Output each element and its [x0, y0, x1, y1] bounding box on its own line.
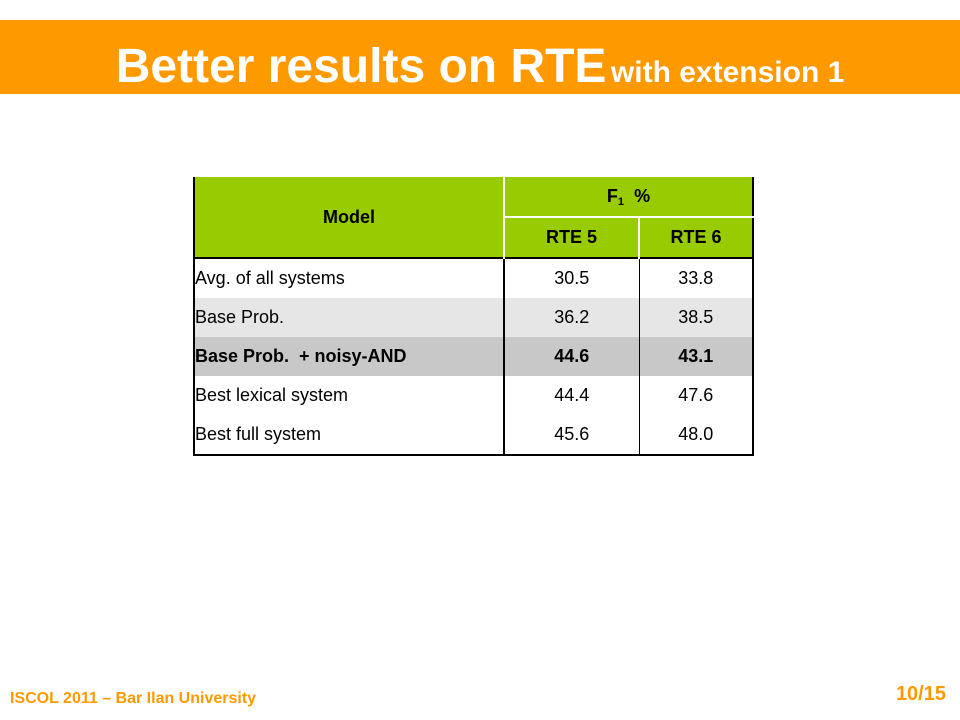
table-row: Best lexical system 44.4 47.6 — [194, 376, 753, 415]
row-value-rte5: 36.2 — [504, 298, 640, 337]
header-metric: F1 % — [504, 177, 753, 218]
header-metric-sub: 1 — [617, 195, 625, 208]
row-label: Base Prob. + noisy-AND — [194, 337, 505, 376]
row-label: Base Prob. — [194, 298, 505, 337]
title-main-over-bar: Better results on RTE — [115, 40, 607, 93]
table-row: Base Prob. 36.2 38.5 — [194, 298, 753, 337]
table-row: Best full system 45.6 48.0 — [194, 415, 753, 455]
slide-title: Better results on RTE with extension 1 — [0, 20, 960, 114]
table-row: Avg. of all systems 30.5 33.8 — [194, 257, 753, 298]
title-sub: with extension 1 — [610, 56, 845, 89]
title-bar — [0, 20, 960, 94]
row-value-rte6: 48.0 — [678, 424, 714, 444]
page-number: 10/15 — [895, 683, 946, 705]
table-row-highlighted: Base Prob. + noisy-AND 44.6 43.1 — [194, 337, 753, 376]
header-metric-base: F — [606, 185, 618, 206]
row-value-rte5: 45.6 — [504, 415, 640, 455]
footer-conference: ISCOL 2011 – Bar Ilan University — [10, 690, 257, 707]
row-value-rte6: 47.6 — [678, 385, 714, 405]
title-sub-over-bar: with extension 1 — [610, 56, 845, 89]
row-value-rte5: 44.4 — [504, 376, 640, 415]
header-model: Model — [194, 177, 505, 258]
row-value-rte5: 44.6 — [504, 337, 640, 376]
slide-title-over-bar: Better results on RTE with extension 1 — [0, 20, 960, 94]
row-label: Avg. of all systems — [194, 257, 505, 298]
results-table: Model F1 % RTE 5 RTE 6 Avg. of all syste… — [193, 177, 754, 456]
row-value-rte6: 43.1 — [639, 337, 753, 376]
row-value-rte6: 38.5 — [639, 298, 753, 337]
header-rte6: RTE 6 — [639, 217, 753, 258]
title-main: Better results on RTE — [115, 40, 607, 93]
row-value-rte6: 33.8 — [639, 257, 753, 298]
row-value-rte5: 30.5 — [504, 257, 640, 298]
row-label: Best full system — [194, 415, 505, 455]
row-label: Best lexical system — [194, 376, 505, 415]
header-rte5: RTE 5 — [504, 217, 640, 258]
header-metric-unit: % — [634, 185, 651, 206]
title-overlay: Better results on RTE with extension 1 — [0, 20, 960, 94]
